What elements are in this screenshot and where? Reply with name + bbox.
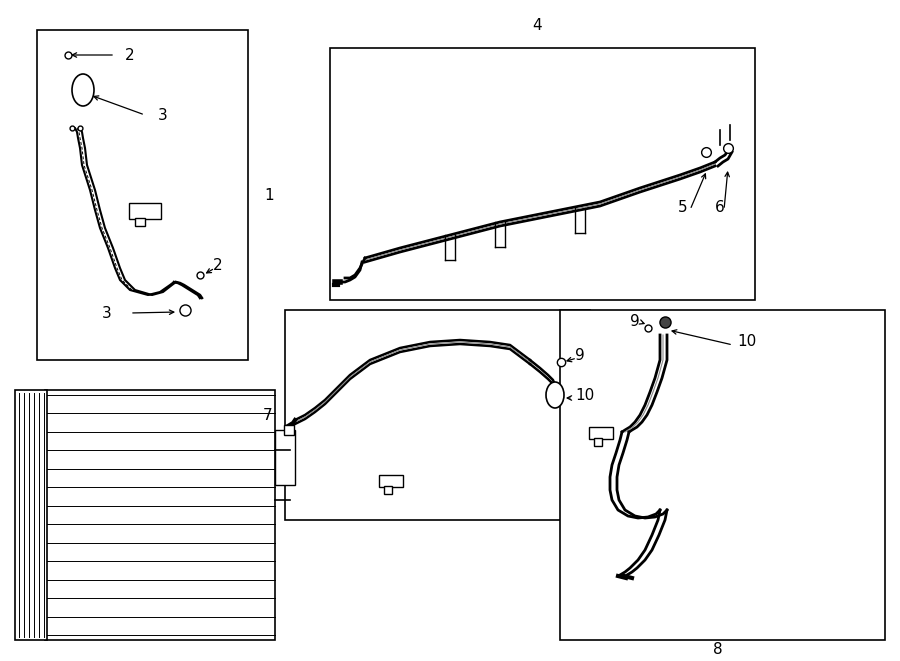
Bar bbox=[37, 30, 248, 360]
Text: 2: 2 bbox=[125, 48, 135, 63]
Text: 1: 1 bbox=[264, 188, 274, 202]
Bar bbox=[384, 486, 392, 494]
Text: 6: 6 bbox=[716, 200, 724, 215]
Bar bbox=[45, 390, 275, 640]
Bar bbox=[330, 48, 755, 300]
Text: 9: 9 bbox=[575, 348, 585, 362]
Bar bbox=[275, 430, 295, 485]
Text: 3: 3 bbox=[158, 108, 168, 122]
FancyBboxPatch shape bbox=[589, 427, 613, 439]
Text: 4: 4 bbox=[532, 19, 542, 34]
Bar bbox=[285, 310, 590, 520]
Text: 7: 7 bbox=[263, 407, 272, 422]
Text: 8: 8 bbox=[713, 642, 723, 658]
Ellipse shape bbox=[546, 382, 564, 408]
Text: 9: 9 bbox=[630, 315, 640, 329]
Bar bbox=[284, 425, 294, 435]
Text: 2: 2 bbox=[213, 258, 223, 272]
Bar bbox=[15, 390, 47, 640]
Ellipse shape bbox=[72, 74, 94, 106]
Bar bbox=[560, 310, 885, 640]
Text: 5: 5 bbox=[679, 200, 688, 215]
FancyBboxPatch shape bbox=[379, 475, 403, 487]
Text: 10: 10 bbox=[737, 334, 756, 350]
Bar bbox=[594, 438, 602, 446]
Text: 10: 10 bbox=[575, 387, 594, 403]
Bar bbox=[135, 218, 145, 226]
FancyBboxPatch shape bbox=[129, 203, 161, 219]
Text: 3: 3 bbox=[103, 305, 112, 321]
